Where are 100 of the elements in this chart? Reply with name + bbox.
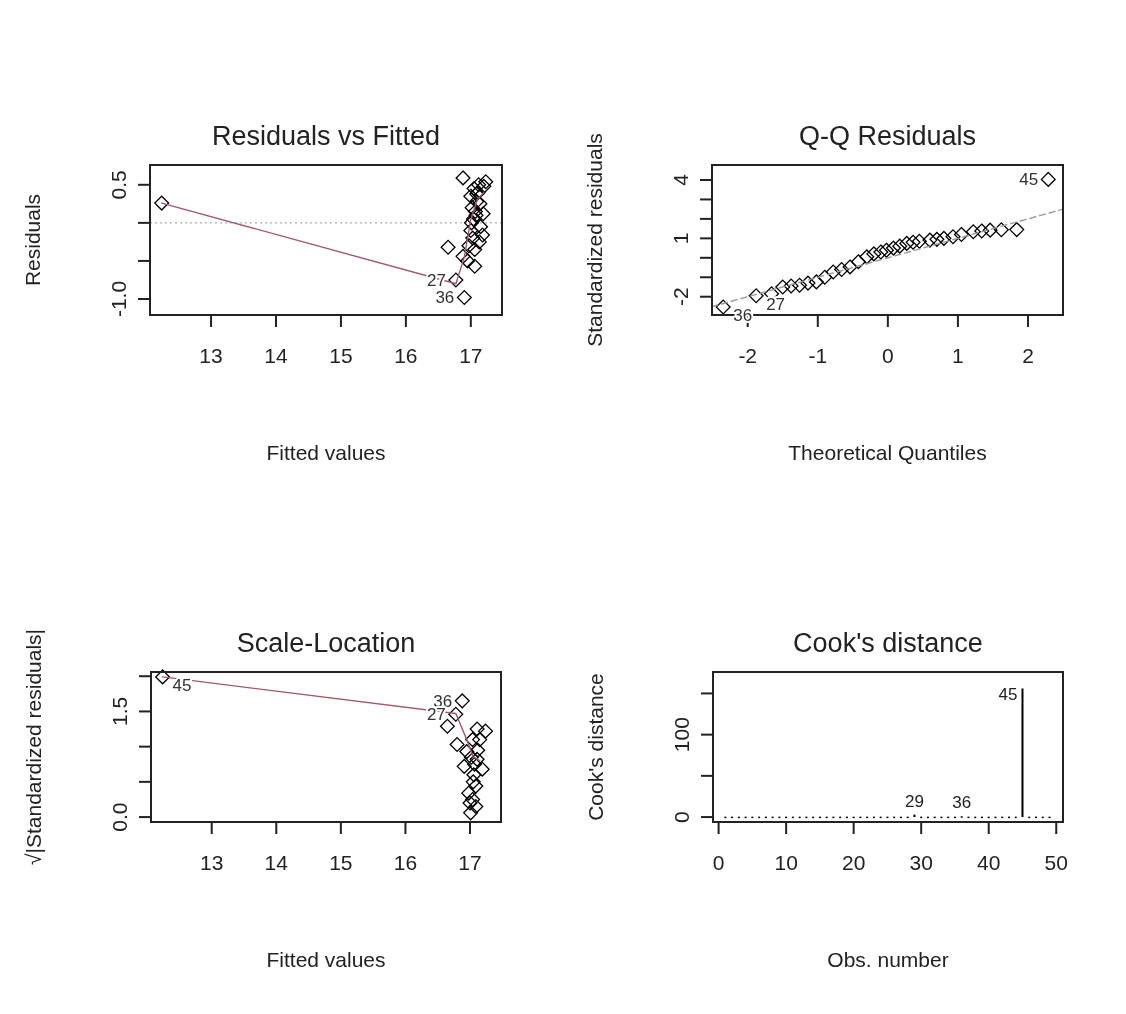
- point: [467, 241, 483, 258]
- point: [775, 279, 791, 295]
- point: [783, 278, 799, 294]
- x-axis-title: Theoretical Quantiles: [788, 441, 987, 464]
- point: [899, 235, 915, 251]
- point: [465, 230, 481, 246]
- point: [477, 723, 494, 739]
- point: [748, 288, 764, 304]
- point: [461, 785, 477, 801]
- point: [462, 795, 478, 811]
- point: [465, 211, 481, 227]
- x-tick-label: 13: [200, 851, 224, 874]
- annotation: 36: [435, 288, 455, 308]
- point: [472, 732, 488, 748]
- point: [476, 178, 492, 194]
- point: [475, 206, 491, 222]
- point: [456, 289, 472, 306]
- point: [468, 207, 484, 223]
- x-tick-label: 20: [841, 851, 866, 874]
- y-tick-label: 4: [669, 173, 692, 186]
- point: [465, 732, 481, 748]
- bar: [1021, 688, 1024, 818]
- point: [911, 233, 927, 249]
- annotation: 36: [952, 793, 972, 813]
- annotation: 29: [904, 791, 924, 811]
- y-axis-title: Standardized residuals: [583, 133, 606, 347]
- x-tick-label: 17: [458, 851, 482, 874]
- y-axis-title: Residuals: [21, 193, 44, 287]
- y-tick-label: 1.5: [108, 696, 131, 727]
- chart-title: Scale-Location: [236, 628, 416, 658]
- y-tick-label: 0: [670, 811, 693, 823]
- point: [155, 669, 171, 685]
- point: [982, 222, 998, 238]
- y-tick-label: 0.0: [108, 802, 131, 832]
- x-tick-label: 0: [882, 344, 894, 367]
- x-tick-label: 17: [459, 344, 483, 367]
- point: [463, 805, 479, 821]
- point: [463, 215, 480, 231]
- x-tick-label: 13: [199, 344, 223, 367]
- annotation: 45: [172, 675, 192, 695]
- x-axis-title: Fitted values: [266, 441, 386, 464]
- point: [467, 258, 483, 274]
- x-tick-label: 50: [1044, 851, 1068, 874]
- y-tick-label: 1: [669, 232, 692, 245]
- y-tick-label: -2: [669, 287, 692, 307]
- x-axis-title: Obs. number: [827, 948, 949, 971]
- point: [470, 742, 486, 758]
- point: [465, 774, 481, 790]
- x-tick-label: 15: [329, 851, 353, 874]
- point: [859, 249, 875, 265]
- x-tick-label: 0: [712, 851, 725, 874]
- x-tick-label: 2: [1022, 344, 1034, 367]
- point: [965, 224, 981, 240]
- x-tick-label: 40: [977, 851, 1001, 874]
- point: [439, 718, 455, 734]
- point: [469, 721, 485, 737]
- point: [463, 749, 479, 765]
- annotation: 45: [998, 685, 1018, 705]
- x-tick-label: -2: [738, 344, 758, 367]
- x-tick-label: 1: [952, 344, 964, 367]
- y-tick-label: -1.0: [107, 280, 130, 318]
- y-axis-title: √|Standardized residuals|: [22, 628, 45, 866]
- point: [154, 195, 170, 211]
- point: [455, 170, 471, 186]
- point: [834, 261, 850, 278]
- point: [463, 188, 479, 204]
- point: [454, 693, 470, 709]
- annotation: 45: [1019, 170, 1039, 190]
- point: [850, 254, 866, 270]
- point: [456, 758, 472, 774]
- point: [459, 744, 475, 760]
- point: [474, 227, 491, 243]
- x-tick-label: 16: [393, 851, 418, 874]
- point: [953, 226, 969, 242]
- chart-title: Residuals vs Fitted: [211, 121, 441, 151]
- point: [466, 767, 482, 783]
- point: [929, 231, 945, 247]
- x-axis-title: Fitted values: [266, 948, 386, 971]
- point: [463, 222, 479, 239]
- point: [460, 253, 476, 269]
- y-tick-label: 100: [670, 717, 693, 753]
- x-tick-label: 15: [329, 344, 353, 367]
- y-axis-title: Cook's distance: [584, 673, 607, 821]
- point: [866, 246, 882, 262]
- point: [878, 242, 894, 258]
- point: [945, 229, 961, 245]
- point: [474, 761, 490, 777]
- x-tick-label: 16: [394, 344, 418, 367]
- point: [478, 174, 494, 190]
- point: [715, 299, 731, 315]
- point: [469, 751, 485, 767]
- point: [905, 234, 921, 250]
- point: [471, 177, 487, 193]
- point: [468, 778, 484, 794]
- point: [466, 756, 483, 772]
- point: [471, 234, 487, 250]
- point: [885, 240, 901, 256]
- point: [461, 238, 477, 254]
- chart-title: Q-Q Residuals: [798, 121, 977, 151]
- point: [455, 248, 471, 264]
